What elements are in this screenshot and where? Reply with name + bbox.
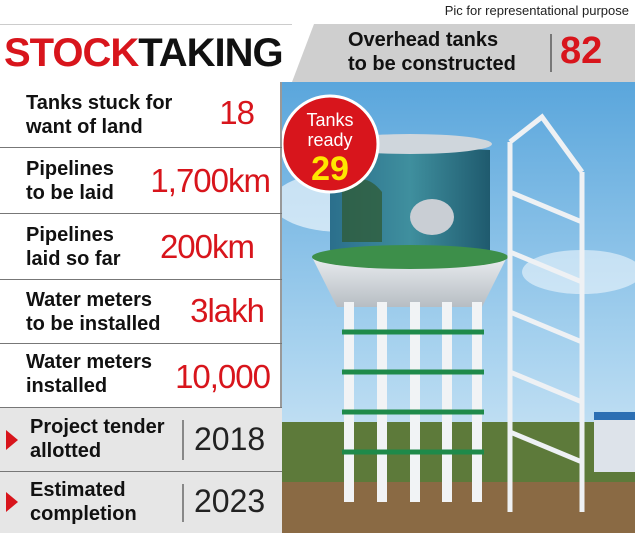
overhead-line-2: to be constructed	[348, 53, 516, 75]
stat-label-line-1: Water meters	[26, 289, 152, 311]
badge-line-1: Tanks	[306, 110, 353, 130]
stat-row-pipelines-to-lay: Pipelines to be laid 1,700km	[0, 148, 282, 214]
stat-label-line-1: Pipelines	[26, 224, 114, 246]
stat-label: Pipelines to be laid	[26, 157, 114, 205]
mural-trees	[342, 179, 382, 242]
tower-ring-beams	[342, 329, 484, 455]
overhead-tanks-value: 82	[560, 30, 603, 72]
cloud	[522, 250, 635, 294]
overhead-tanks-block: Overhead tanks to be constructed 82	[292, 24, 635, 82]
stat-value: 1,700km	[150, 162, 271, 199]
stat-value: 3lakh	[190, 292, 265, 329]
milestone-label: Estimated completion	[30, 478, 137, 526]
badge-value: 29	[311, 150, 349, 188]
stat-label-line-2: to be laid	[26, 182, 114, 204]
tank-rim	[312, 245, 508, 269]
milestone-label-line-2: completion	[30, 503, 137, 525]
tanks-ready-badge	[282, 94, 380, 194]
milestone-label-line-1: Project tender	[30, 416, 165, 438]
stat-value: 200km	[159, 228, 255, 265]
page-title: STOCKTAKING	[4, 31, 284, 76]
photo-caption: Pic for representational purpose	[444, 3, 629, 18]
stat-label-line-1: Tanks stuck for	[26, 92, 173, 114]
stat-label-line-1: Pipelines	[26, 158, 114, 180]
stat-label-line-2: installed	[26, 375, 108, 397]
stat-label: Water meters to be installed	[26, 288, 160, 336]
water-tower-illustration: Tanks ready 29	[282, 82, 635, 533]
arrow-icon	[6, 492, 18, 512]
mural-elephant	[410, 199, 454, 235]
divider	[550, 34, 552, 72]
stat-label-line-2: want of land	[26, 116, 143, 138]
stat-row-tanks-stuck: Tanks stuck for want of land 18	[0, 82, 282, 148]
stats-panel: Tanks stuck for want of land 18 Pipeline…	[0, 82, 282, 533]
badge-line-2: ready	[307, 130, 352, 150]
water-tank-photo: Tanks ready 29	[282, 82, 635, 533]
milestone-row-completion: Estimated completion 2023	[0, 472, 282, 533]
stat-label: Tanks stuck for want of land	[26, 91, 172, 139]
ground	[282, 482, 635, 533]
milestone-label-line-1: Estimated	[30, 479, 126, 501]
milestone-label: Project tender allotted	[30, 415, 164, 463]
stat-row-meters-installed: Water meters installed 10,000	[0, 344, 282, 408]
tank-bowl	[312, 257, 507, 307]
stat-label: Pipelines laid so far	[26, 223, 120, 271]
title-part-taking: TAKING	[138, 31, 283, 75]
stat-label-line-2: laid so far	[26, 248, 121, 270]
divider	[182, 420, 184, 460]
tower-columns	[344, 302, 482, 502]
building-roof	[594, 412, 635, 420]
stat-value: 10,000	[175, 358, 271, 395]
stat-label-line-1: Water meters	[26, 351, 152, 373]
header-banner: STOCKTAKING Overhead tanks to be constru…	[0, 24, 635, 82]
milestone-label-line-2: allotted	[30, 440, 102, 462]
title-block: STOCKTAKING	[0, 24, 292, 82]
title-part-stock: STOCK	[4, 31, 139, 75]
stat-value: 18	[219, 94, 255, 131]
stat-label: Water meters installed	[26, 350, 152, 398]
milestone-value: 2023	[194, 483, 266, 519]
stat-row-meters-to-install: Water meters to be installed 3lakh	[0, 280, 282, 344]
staircase-tower	[507, 113, 585, 512]
milestone-value: 2018	[194, 421, 266, 457]
building	[594, 412, 635, 472]
overhead-tanks-label: Overhead tanks to be constructed	[348, 28, 548, 76]
stat-label-line-2: to be installed	[26, 313, 161, 335]
divider	[182, 484, 184, 522]
milestone-row-tender: Project tender allotted 2018	[0, 408, 282, 472]
stat-row-pipelines-laid: Pipelines laid so far 200km	[0, 214, 282, 280]
overhead-line-1: Overhead tanks	[348, 29, 499, 51]
arrow-icon	[6, 430, 18, 450]
